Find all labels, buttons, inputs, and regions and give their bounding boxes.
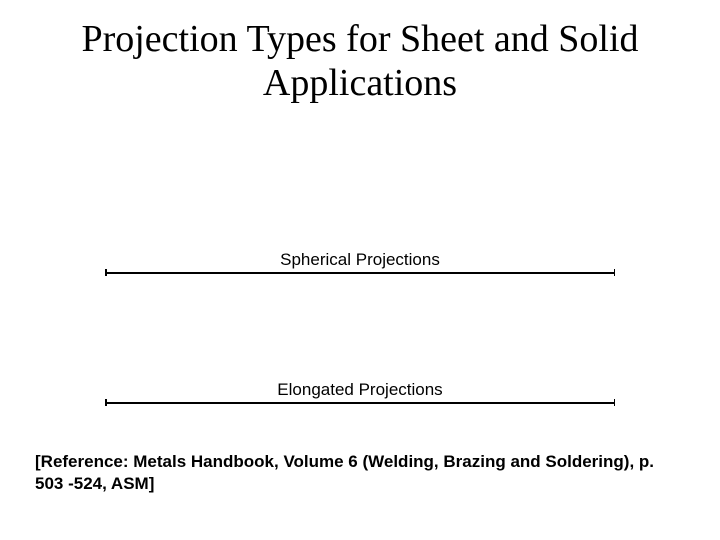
slide-title: Projection Types for Sheet and Solid App… [0,0,720,105]
bracket-tick-right [614,269,616,276]
elongated-section: Elongated Projections [105,380,615,403]
bracket-tick-right [614,399,616,406]
bracket-tick-left [105,399,107,406]
spherical-label: Spherical Projections [105,250,615,270]
bracket-tick-left [105,269,107,276]
elongated-label: Elongated Projections [105,380,615,400]
reference-citation: [Reference: Metals Handbook, Volume 6 (W… [35,451,660,495]
spherical-bracket-line [105,272,615,273]
spherical-section: Spherical Projections [105,250,615,273]
elongated-bracket-line [105,402,615,403]
